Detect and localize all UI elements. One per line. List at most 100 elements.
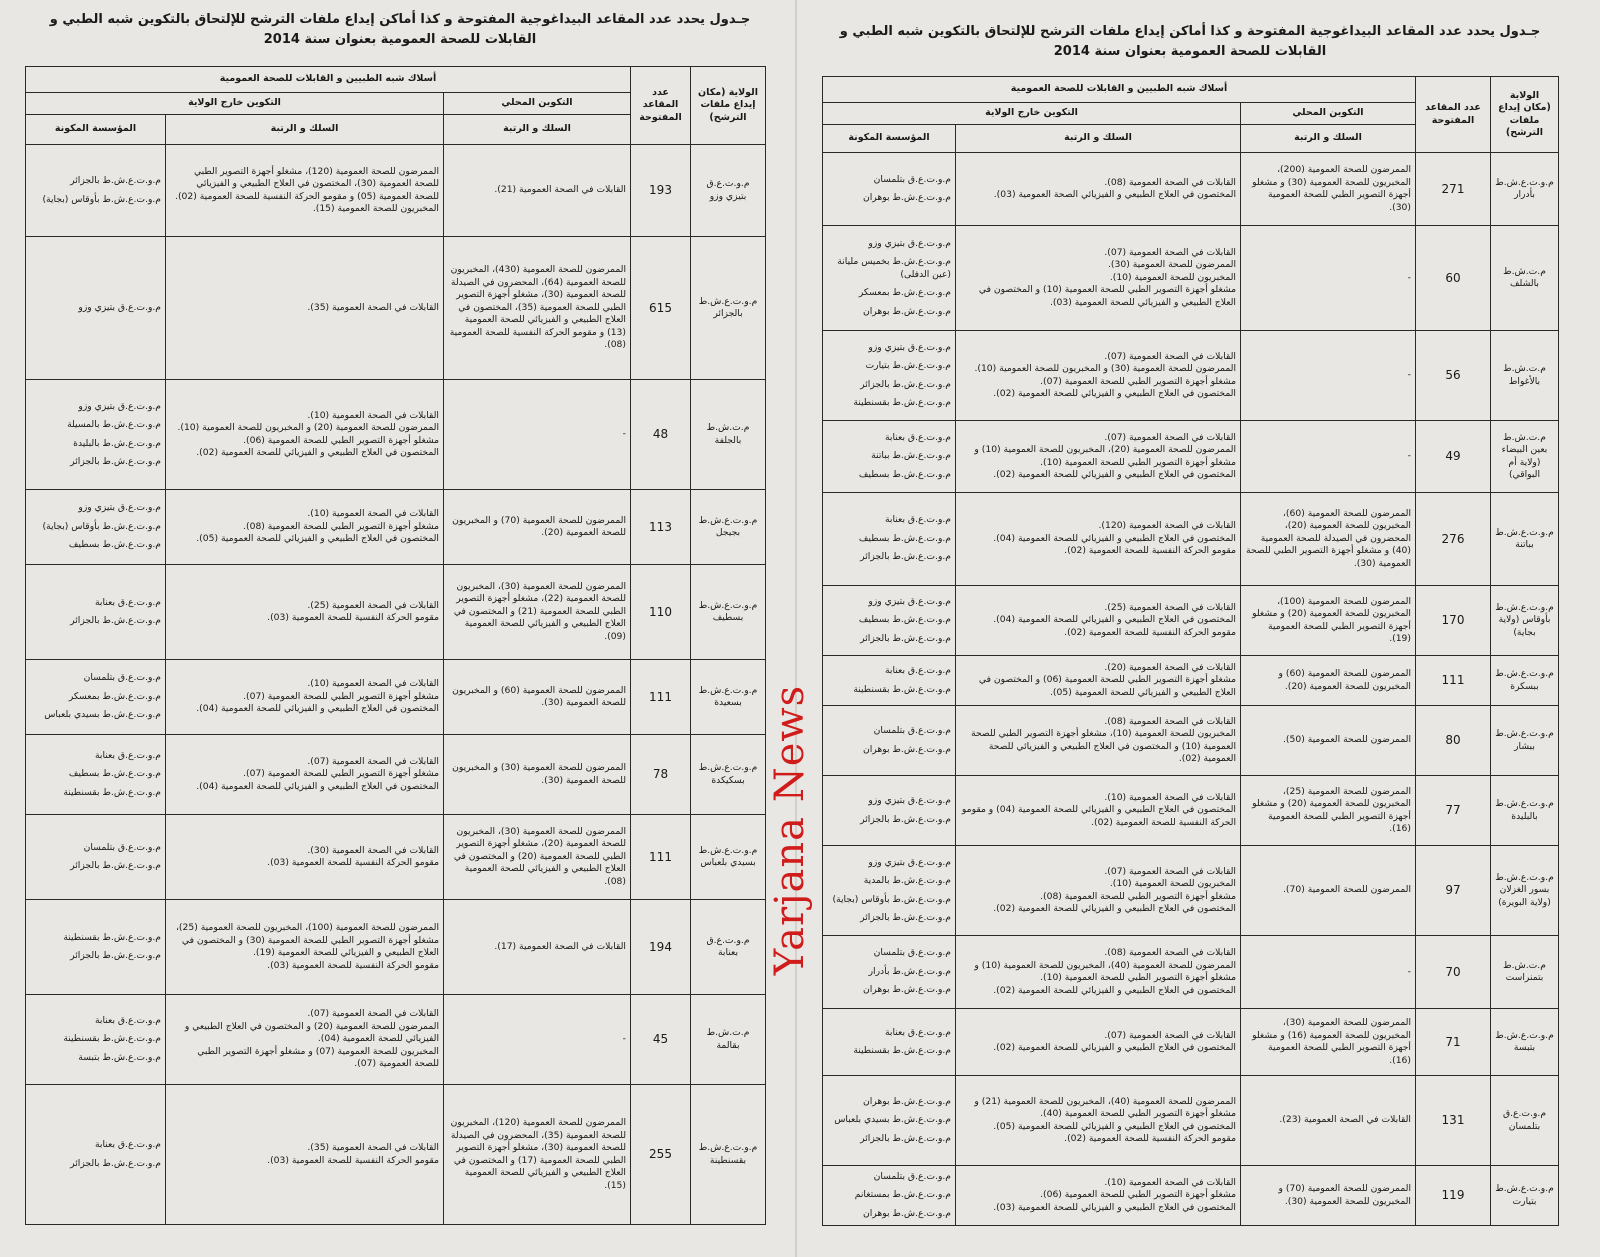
- local-training-cell-line: الممرضون للصحة العمومية (50).: [1282, 734, 1411, 746]
- seats-cell: 111: [1415, 655, 1491, 706]
- outside-training-cell-line: القابلات في الصحة العمومية (07).: [307, 1008, 439, 1020]
- table-row: م.ت.ش.ط بالجلفة 48- القابلات في الصحة العم…: [25, 379, 766, 490]
- local-training-cell-line: الممرضون للصحة العمومية (120)، المخبريون…: [450, 1117, 626, 1191]
- outside-training-cell-line: المختصون في العلاج الطبيعي و الفيزيائي ا…: [993, 189, 1236, 200]
- institution-cell-line: م.و.ت.ع.ش.ط بوهران: [862, 743, 951, 755]
- institution-cell-line: م.و.ت.ع.ق بعنابة: [94, 596, 161, 608]
- institution-cell-line: م.و.ت.ع.ش.ط بقسنطينة: [63, 786, 161, 798]
- wilaya-cell: م.و.ت.ع.ش.ط ببشار: [1490, 705, 1559, 776]
- institution-cell: م.و.ت.ع.ق بتيزي وزو م.و.ت.ع.ش.ط بأوقاس (ب…: [25, 489, 166, 565]
- table-row: م.و.ت.ع.ش.ط بجيجل 113 الممرضون للصحة العمو…: [25, 489, 766, 565]
- local-training-cell: الممرضون للصحة العمومية (30)، المخبريون …: [443, 564, 631, 660]
- local-training-cell: الممرضون للصحة العمومية (30)، المخبريون …: [1240, 1008, 1416, 1076]
- seats-cell: 111: [630, 814, 691, 900]
- institution-cell-line: م.و.ت.ع.ش.ط بالجزائر: [70, 950, 161, 961]
- local-training-cell-line: الممرضون للصحة العمومية (430)، المخبريون…: [449, 264, 626, 351]
- seats-cell: 77: [1415, 775, 1491, 846]
- institution-cell-line: م.و.ت.ع.ش.ط بالبليدة: [73, 437, 161, 449]
- institution-cell-line: م.و.ت.ع.ش.ط بمستغانم: [854, 1189, 951, 1201]
- institution-cell-line: م.و.ت.ع.ش.ط بسطيف: [858, 614, 951, 626]
- wilaya-cell: م.و.ت.ع.ش.ط بقسنطينة: [690, 1084, 766, 1225]
- outside-training-cell-line: مقومو الحركة النفسية للصحة العمومية (02)…: [1064, 626, 1236, 638]
- table-row: م.و.ت.ع.ق بتيزي وزو 193 القابلات في الصحة …: [25, 144, 766, 237]
- local-training-cell: -: [1240, 330, 1416, 421]
- seats-cell: 194: [630, 899, 691, 995]
- local-training-cell: -: [1240, 420, 1416, 493]
- right-seats-table: الولاية (مكان إيداع ملفات الترشح) عدد ال…: [822, 76, 1559, 1226]
- institution-cell-line: م.و.ت.ع.ش.ط بوهران: [862, 984, 951, 996]
- outside-training-cell-line: مشغلو أجهزة التصوير الطبي للصحة العمومية…: [243, 768, 439, 780]
- institution-cell-line: م.و.ت.ع.ش.ط بتبسة: [78, 1051, 161, 1063]
- local-training-cell: الممرضون للصحة العمومية (60)، المخبريون …: [1240, 492, 1416, 586]
- outside-training-cell-line: المختصون في العلاج الطبيعي و الفيزيائي ل…: [993, 1201, 1236, 1213]
- header-seats: عدد المقاعد المفتوحة: [630, 66, 691, 145]
- outside-training-cell-line: مشغلو أجهزة التصوير الطبي للصحة العمومية…: [1040, 1189, 1236, 1201]
- institution-cell: م.و.ت.ع.ق بتيزي وزو م.و.ت.ع.ش.ط بالجزائر: [822, 775, 956, 846]
- outside-training-cell: القابلات في الصحة العمومية (10). الممرضون…: [165, 379, 444, 490]
- local-training-cell: -: [443, 994, 631, 1085]
- local-training-cell: الممرضون للصحة العمومية (120)، المخبريون…: [443, 1084, 631, 1225]
- table-row: م.و.ت.ع.ش.ط بسور الغزلان (ولاية البويرة)…: [822, 845, 1559, 936]
- institution-cell: م.و.ت.ع.ق بعنابة م.و.ت.ع.ش.ط بسطيف م.و.ت.ع…: [25, 734, 166, 815]
- institution-cell-line: م.و.ت.ع.ش.ط بقسنطينة: [853, 397, 951, 408]
- institution-cell-line: م.و.ت.ع.ش.ط بالجزائر: [860, 632, 951, 644]
- table-row: م.ت.ش.ط بعين البيضاء (ولاية أم البواقي) 4…: [822, 420, 1559, 493]
- seats-cell: 70: [1415, 935, 1491, 1009]
- local-training-cell-line: -: [622, 428, 626, 440]
- institution-cell-line: م.و.ت.ع.ش.ط بتيارت: [865, 360, 951, 371]
- institution-cell-line: م.و.ت.ع.ش.ط بالجزائر: [860, 813, 951, 825]
- institution-cell-line: م.و.ت.ع.ش.ط بأوقاس (بجاية): [42, 193, 161, 205]
- table-row: م.و.ت.ع.ش.ط بأوقاس (ولاية بجاية) 170 الممر…: [822, 585, 1559, 656]
- header-seats: عدد المقاعد المفتوحة: [1415, 76, 1491, 153]
- outside-training-cell-line: المختصون في العلاج الطبيعي و الفيزيائي ل…: [961, 804, 1236, 828]
- outside-training-cell: القابلات في الصحة العمومية (07). الممرضون…: [955, 420, 1241, 493]
- local-training-cell-line: الممرضون للصحة العمومية (70) و المخبريون…: [1278, 1183, 1411, 1207]
- institution-cell-line: م.و.ت.ع.ش.ط بالجزائر: [70, 860, 161, 871]
- wilaya-cell: م.و.ت.ع.ش.ط بباتنة: [1490, 492, 1559, 586]
- outside-training-cell: القابلات في الصحة العمومية (10). مشغلو أج…: [165, 659, 444, 735]
- institution-cell-line: م.و.ت.ع.ق بتلمسان: [83, 672, 161, 684]
- institution-cell: م.و.ت.ع.ش.ط بقسنطينة م.و.ت.ع.ش.ط بالجزائر: [25, 899, 166, 995]
- outside-training-cell-line: الممرضون للصحة العمومية (40)، المخبريون …: [974, 959, 1236, 984]
- header-outside-rank: السلك و الرتبة: [165, 114, 444, 145]
- table-row: م.ت.ش.ط بالأغواط 56- القابلات في الصحة الع…: [822, 330, 1559, 421]
- outside-training-cell: القابلات في الصحة العمومية (25). مقومو ال…: [165, 564, 444, 660]
- wilaya-cell: م.و.ت.ع.ش.ط بالبليدة: [1490, 775, 1559, 846]
- seats-cell: 193: [630, 144, 691, 237]
- institution-cell-line: م.و.ت.ع.ق بتيزي وزو: [868, 341, 951, 353]
- local-training-cell: الممرضون للصحة العمومية (200)، المخبريون…: [1240, 152, 1416, 226]
- outside-training-cell-line: المختصون في العلاج الطبيعي و الفيزيائي ل…: [993, 614, 1236, 626]
- local-training-cell: القابلات في الصحة العمومية (17).: [443, 899, 631, 995]
- institution-cell: م.و.ت.ع.ق بتيزي وزو م.و.ت.ع.ش.ط بسطيف م.و.…: [822, 585, 956, 656]
- outside-training-cell-line: المخبريون للصحة العمومية (10).: [1109, 878, 1236, 889]
- institution-cell-line: م.و.ت.ع.ش.ط بالجزائر: [860, 1132, 951, 1144]
- table-row: م.و.ت.ع.ش.ط بأدرار 271 الممرضون للصحة العم…: [822, 152, 1559, 226]
- wilaya-cell: م.ت.ش.ط بعين البيضاء (ولاية أم البواقي): [1490, 420, 1559, 493]
- local-training-cell-line: القابلات في الصحة العمومية (21).: [494, 184, 626, 196]
- institution-cell-line: م.و.ت.ع.ش.ط بالجزائر: [70, 1157, 161, 1169]
- left-page-title: جـدول يحدد عدد المقاعد البيداغوجية المفت…: [49, 12, 751, 47]
- table-row: م.ت.ش.ط بقالمة 45- القابلات في الصحة العمو…: [25, 994, 766, 1085]
- local-training-cell: -: [1240, 935, 1416, 1009]
- local-training-cell: الممرضون للصحة العمومية (60) و المخبريون…: [443, 659, 631, 735]
- header-corps: أسلاك شبه الطبيين و القابلات للصحة العمو…: [822, 76, 1416, 103]
- table-row: م.و.ت.ع.ش.ط ببسكرة 111 الممرضون للصحة العم…: [822, 655, 1559, 706]
- outside-training-cell-line: مقومو الحركة النفسية للصحة العمومية (03)…: [267, 857, 439, 868]
- institution-cell-line: م.و.ت.ع.ش.ط بالمدية: [863, 875, 951, 886]
- wilaya-cell: م.ت.ش.ط بتمنراست: [1490, 935, 1559, 1009]
- institution-cell-line: م.و.ت.ع.ق بتيزي وزو: [78, 301, 161, 313]
- institution-cell-line: م.و.ت.ع.ق بتلمسان: [873, 725, 951, 736]
- local-training-cell-line: الممرضون للصحة العمومية (70).: [1282, 884, 1411, 896]
- outside-training-cell: القابلات في الصحة العمومية (35).: [165, 236, 444, 380]
- institution-cell-line: م.و.ت.ع.ش.ط بمعسكر: [68, 690, 161, 702]
- institution-cell-line: م.و.ت.ع.ش.ط بأوقاس (بجاية): [832, 893, 951, 905]
- left-seats-table: الولاية (مكان إيداع ملفات الترشح) عدد ال…: [25, 66, 766, 1225]
- outside-training-cell-line: الممرضون للصحة العمومية (100)، المخبريون…: [175, 922, 439, 958]
- institution-cell-line: م.و.ت.ع.ش.ط بالجزائر: [860, 912, 951, 923]
- seats-cell: 45: [630, 994, 691, 1085]
- table-row: م.و.ت.ع.ش.ط بتبسة 71 الممرضون للصحة العموم…: [822, 1008, 1559, 1076]
- local-training-cell-line: -: [622, 1033, 626, 1045]
- outside-training-cell: القابلات في الصحة العمومية (08). المخبريو…: [955, 705, 1241, 776]
- outside-training-cell-line: القابلات في الصحة العمومية (07).: [1104, 431, 1236, 443]
- outside-training-cell-line: المختصون في العلاج الطبيعي و الفيزيائي ل…: [993, 532, 1236, 544]
